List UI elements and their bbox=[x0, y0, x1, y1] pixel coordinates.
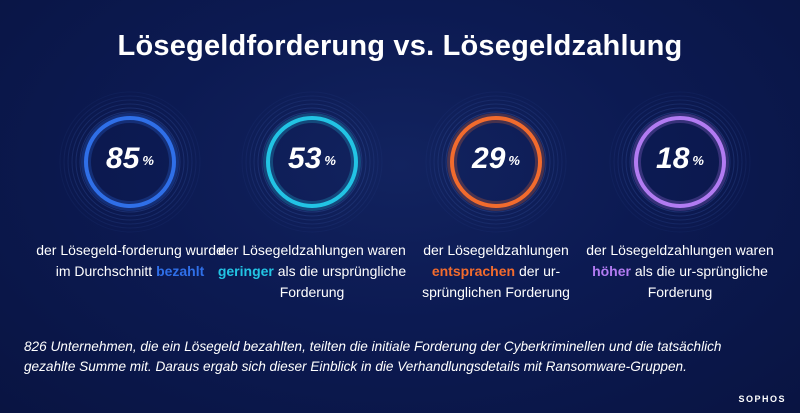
ripple-ring bbox=[625, 107, 735, 217]
sophos-logo: SOPHOS bbox=[738, 394, 786, 404]
ripple-ring bbox=[621, 103, 739, 221]
ripple-ring bbox=[67, 99, 193, 225]
ripple-ring bbox=[249, 99, 375, 225]
ripple-ring bbox=[261, 111, 363, 213]
ripple-ring bbox=[609, 91, 751, 233]
stat-description-geringer: der Lösegeldzahlungen waren geringer als… bbox=[217, 242, 407, 300]
ripple-ring bbox=[79, 111, 181, 213]
ring-icon bbox=[609, 91, 751, 233]
ring-icon bbox=[425, 91, 567, 233]
stat-circle-geringer: 53% bbox=[222, 88, 402, 236]
ripple-ring bbox=[433, 99, 559, 225]
ripple-ring bbox=[245, 95, 379, 229]
ripple-ring bbox=[629, 111, 731, 213]
stat-value: 53% bbox=[288, 142, 336, 175]
ripple-ring bbox=[59, 91, 201, 233]
ripple-ring bbox=[613, 95, 747, 229]
ripple-ring bbox=[441, 107, 551, 217]
stat-circle-hoeher: 18% bbox=[590, 88, 770, 236]
stat-circle-entsprachen: 29% bbox=[406, 88, 586, 236]
page-title: Lösegeldforderung vs. Lösegeldzahlung bbox=[117, 30, 683, 62]
ripple-ring bbox=[63, 95, 197, 229]
ripple-ring bbox=[425, 91, 567, 233]
ripple-ring bbox=[445, 111, 547, 213]
stat-value: 18% bbox=[656, 142, 704, 175]
ripple-ring bbox=[241, 91, 383, 233]
footnote: 826 Unternehmen, die ein Lösegeld bezahl… bbox=[24, 339, 722, 374]
stat-description-entsprachen: der Lösegeldzahlungen entsprachen der ur… bbox=[422, 242, 570, 300]
ripple-ring bbox=[75, 107, 185, 217]
ripple-ring bbox=[617, 99, 743, 225]
stat-highlight: geringer bbox=[217, 263, 274, 279]
ripple-ring bbox=[257, 107, 367, 217]
stat-value: 29% bbox=[472, 142, 520, 175]
stat-highlight: bezahlt bbox=[156, 263, 205, 279]
stat-highlight: entsprachen bbox=[431, 263, 516, 279]
stat-description-bezahlt: der Lösegeld-forderung wurde im Durchsch… bbox=[36, 242, 224, 279]
ripple-ring bbox=[429, 95, 563, 229]
ring-icon bbox=[59, 91, 201, 233]
stat-value: 85% bbox=[106, 142, 154, 175]
stat-highlight: höher bbox=[592, 263, 631, 279]
stat-circle-bezahlt: 85% bbox=[40, 88, 220, 236]
ripple-ring bbox=[253, 103, 371, 221]
ripple-ring bbox=[71, 103, 189, 221]
ripple-ring bbox=[437, 103, 555, 221]
ring-icon bbox=[241, 91, 383, 233]
stat-description-hoeher: der Lösegeldzahlungen waren höher als di… bbox=[586, 242, 774, 300]
